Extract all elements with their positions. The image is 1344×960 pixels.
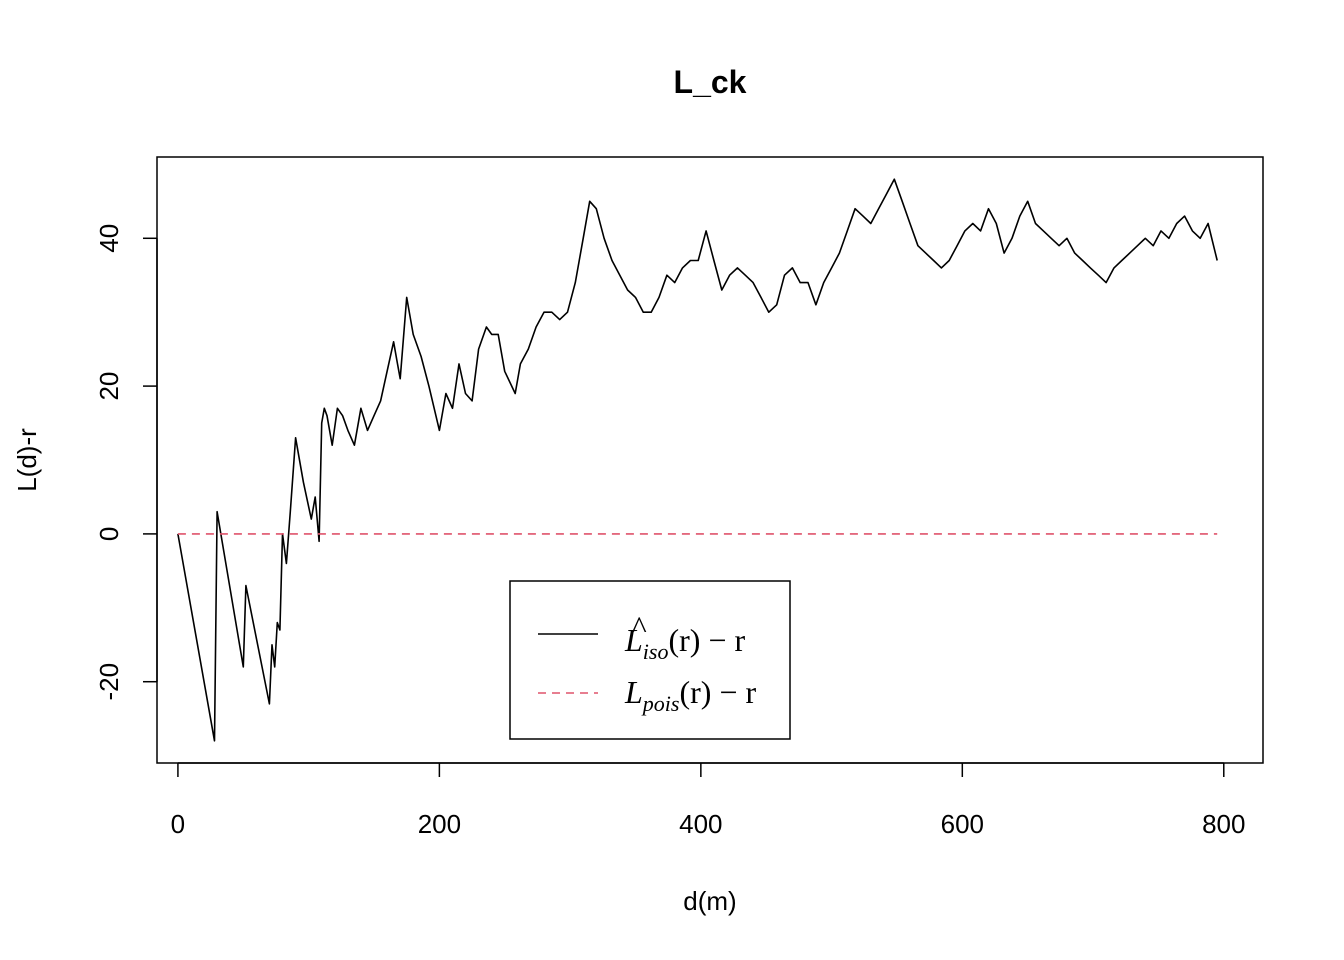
- legend-iso-sub: iso: [643, 639, 669, 664]
- legend: Liso(r) − r ^ Lpois(r) − r: [509, 580, 791, 740]
- legend-pois-tail: (r) − r: [679, 674, 756, 710]
- legend-box: [509, 580, 791, 740]
- series-layer: [177, 178, 1218, 742]
- legend-pois-main: L: [624, 674, 643, 710]
- x-tick-label: 600: [941, 809, 984, 839]
- legend-iso-main: L: [624, 622, 643, 658]
- legend-pois-sub: pois: [641, 691, 680, 716]
- legend-label-pois: Lpois(r) − r: [624, 674, 757, 716]
- y-tick-label: 0: [94, 527, 124, 541]
- x-tick-label: 800: [1202, 809, 1245, 839]
- y-tick-label: 20: [94, 372, 124, 401]
- chart-title: L_ck: [674, 64, 747, 100]
- y-tick-label: -20: [94, 663, 124, 701]
- x-tick-label: 200: [418, 809, 461, 839]
- x-axis-label: d(m): [683, 886, 736, 916]
- legend-label-iso: Liso(r) − r: [624, 622, 746, 664]
- x-tick-label: 400: [679, 809, 722, 839]
- x-tick-label: 0: [171, 809, 185, 839]
- y-tick-label: 40: [94, 224, 124, 253]
- legend-iso-tail: (r) − r: [668, 622, 745, 658]
- series-line-iso: [177, 178, 1218, 742]
- x-axis: 0 200 400 600 800: [171, 762, 1245, 839]
- y-axis-label: L(d)-r: [12, 428, 42, 492]
- legend-iso-hat: ^: [631, 609, 647, 645]
- y-axis: -20 0 20 40: [94, 224, 158, 701]
